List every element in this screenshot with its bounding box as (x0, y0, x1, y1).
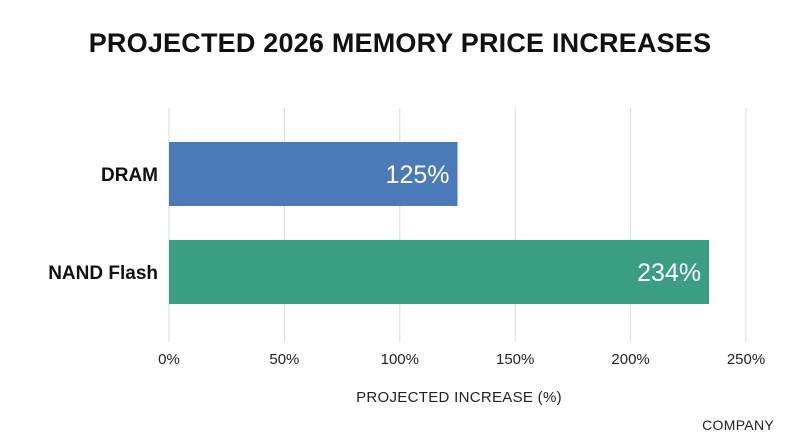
x-tick-label: 150% (496, 351, 534, 368)
company-watermark: COMPANY (702, 417, 774, 433)
labels: 0% 50% 100% 150% 200% 250% DRAM 125% NAND Flash 2… (48, 161, 765, 368)
data-label: 125% (386, 161, 450, 189)
x-tick-label: 0% (158, 351, 180, 368)
data-label: 234% (637, 259, 701, 287)
chart-title: PROJECTED 2026 MEMORY PRICE INCREASES (88, 28, 712, 58)
bar-dram (169, 142, 458, 206)
category-label: DRAM (101, 165, 158, 186)
x-tick-label: 200% (611, 351, 649, 368)
bars (169, 142, 710, 304)
category-label: NAND Flash (48, 263, 158, 284)
x-axis-title: PROJECTED INCREASE (%) (356, 389, 562, 406)
x-tick-label: 50% (269, 351, 299, 368)
bar-nand-flash (169, 240, 710, 304)
x-tick-label: 100% (381, 351, 419, 368)
x-tick-label: 250% (727, 351, 765, 368)
